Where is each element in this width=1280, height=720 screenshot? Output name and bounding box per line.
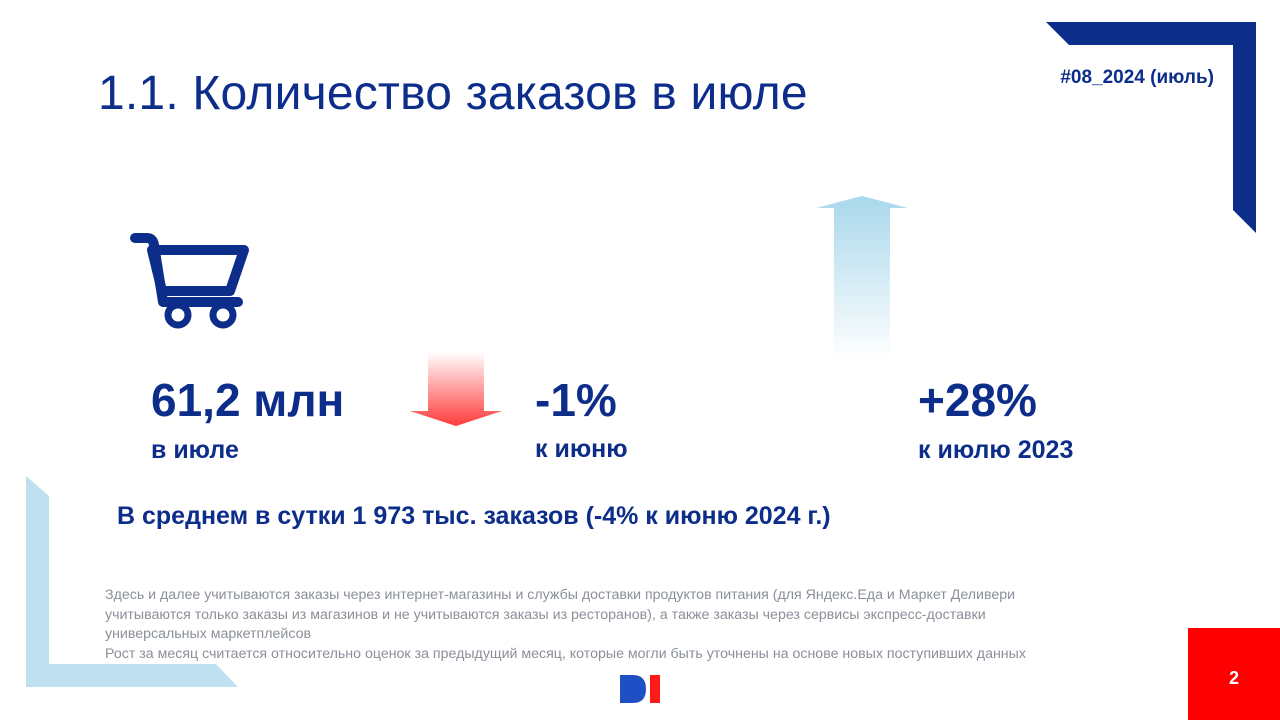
shopping-cart-icon — [130, 233, 249, 329]
page-title: 1.1. Количество заказов в июле — [98, 67, 808, 120]
arrow-up-icon — [816, 196, 908, 360]
brand-logo — [620, 675, 660, 703]
total-orders-value: 61,2 млн — [151, 374, 345, 426]
yoy-change-value: +28% — [918, 374, 1037, 426]
footnote-line: универсальных маркетплейсов — [105, 626, 312, 642]
page-number: 2 — [1228, 668, 1239, 688]
issue-tag: #08_2024 (июль) — [1060, 67, 1214, 88]
mom-change-value: -1% — [535, 374, 617, 426]
yoy-change-label: к июлю 2023 — [918, 436, 1074, 464]
footnote-line: Здесь и далее учитываются заказы через и… — [105, 587, 1016, 603]
total-orders-label: в июле — [151, 436, 239, 464]
footnotes: Здесь и далее учитываются заказы через и… — [105, 586, 1165, 664]
corner-frame-bottom-left — [26, 476, 238, 687]
corner-frame-top-right — [1046, 22, 1256, 233]
page-number-badge: 2 — [1188, 628, 1280, 720]
footnote-line: учитываются только заказы из магазинов и… — [105, 606, 986, 623]
daily-summary: В среднем в сутки 1 973 тыс. заказов (-4… — [117, 502, 831, 530]
footnote-line: Рост за месяц считается относительно оце… — [105, 645, 1026, 662]
arrow-down-icon — [410, 352, 502, 426]
mom-change-label: к июню — [535, 435, 628, 463]
